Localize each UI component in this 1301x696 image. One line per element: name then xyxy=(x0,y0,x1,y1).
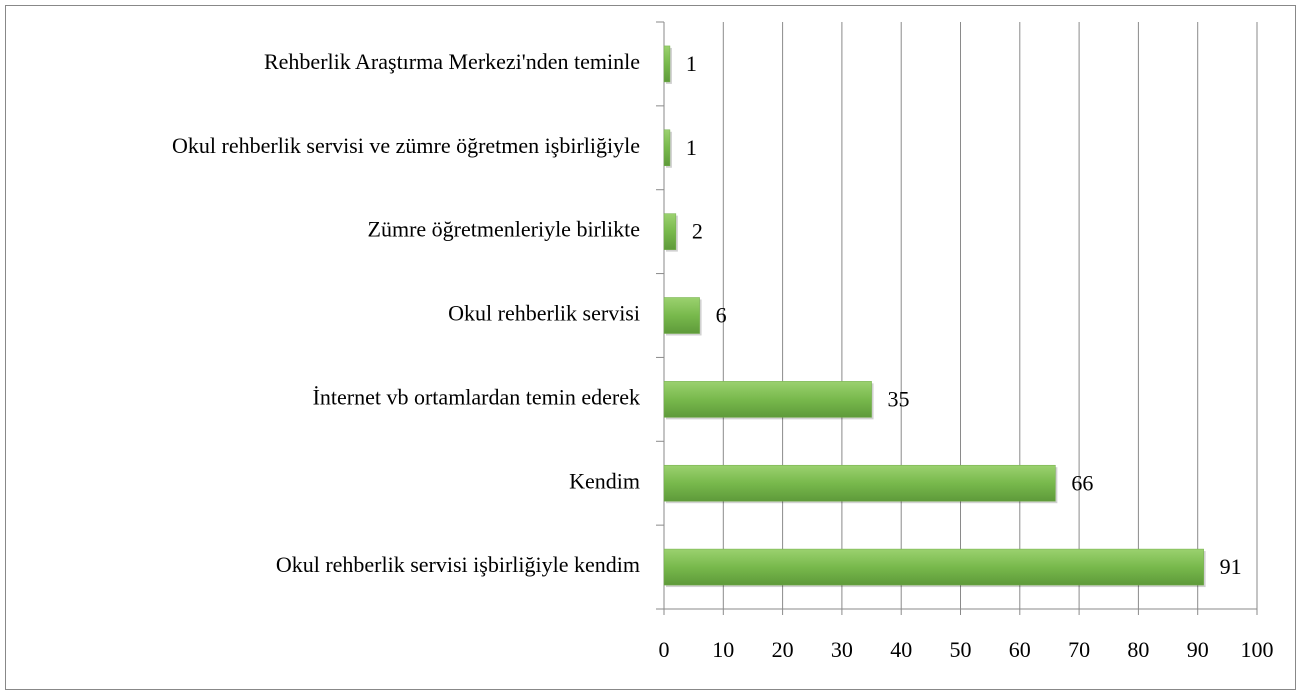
x-tick-label: 80 xyxy=(1127,637,1149,662)
y-tick-label: Zümre öğretmenleriyle birlikte xyxy=(368,217,640,242)
x-tick-label: 100 xyxy=(1241,637,1274,662)
x-tick-label: 70 xyxy=(1068,637,1090,662)
y-tick-label: Okul rehberlik servisi xyxy=(448,301,640,326)
data-label: 35 xyxy=(888,386,910,411)
y-tick-label: Kendim xyxy=(569,468,640,493)
bar xyxy=(663,297,700,334)
y-tick-label: Okul rehberlik servisi ve zümre öğretmen… xyxy=(172,133,640,158)
x-tick-label: 40 xyxy=(890,637,912,662)
data-label: 1 xyxy=(686,51,697,76)
data-label: 91 xyxy=(1220,554,1242,579)
y-tick-label: Rehberlik Araştırma Merkezi'nden teminle xyxy=(264,49,640,74)
data-label: 1 xyxy=(686,135,697,160)
x-tick-label: 10 xyxy=(712,637,734,662)
data-label: 2 xyxy=(692,219,703,244)
x-tick-label: 20 xyxy=(772,637,794,662)
data-label: 66 xyxy=(1071,470,1093,495)
data-label: 6 xyxy=(716,303,727,328)
x-tick-label: 0 xyxy=(659,637,670,662)
bar xyxy=(663,213,677,250)
y-tick-label: Okul rehberlik servisi işbirliğiyle kend… xyxy=(276,552,640,577)
bar xyxy=(663,381,872,418)
x-tick-label: 60 xyxy=(1009,637,1031,662)
y-tick-label: İnternet vb ortamlardan temin ederek xyxy=(313,384,640,409)
bar xyxy=(663,45,671,83)
x-tick-label: 30 xyxy=(831,637,853,662)
bar xyxy=(663,464,1056,502)
bar xyxy=(663,129,671,167)
x-tick-label: 90 xyxy=(1187,637,1209,662)
bar xyxy=(663,548,1204,586)
x-tick-label: 50 xyxy=(950,637,972,662)
